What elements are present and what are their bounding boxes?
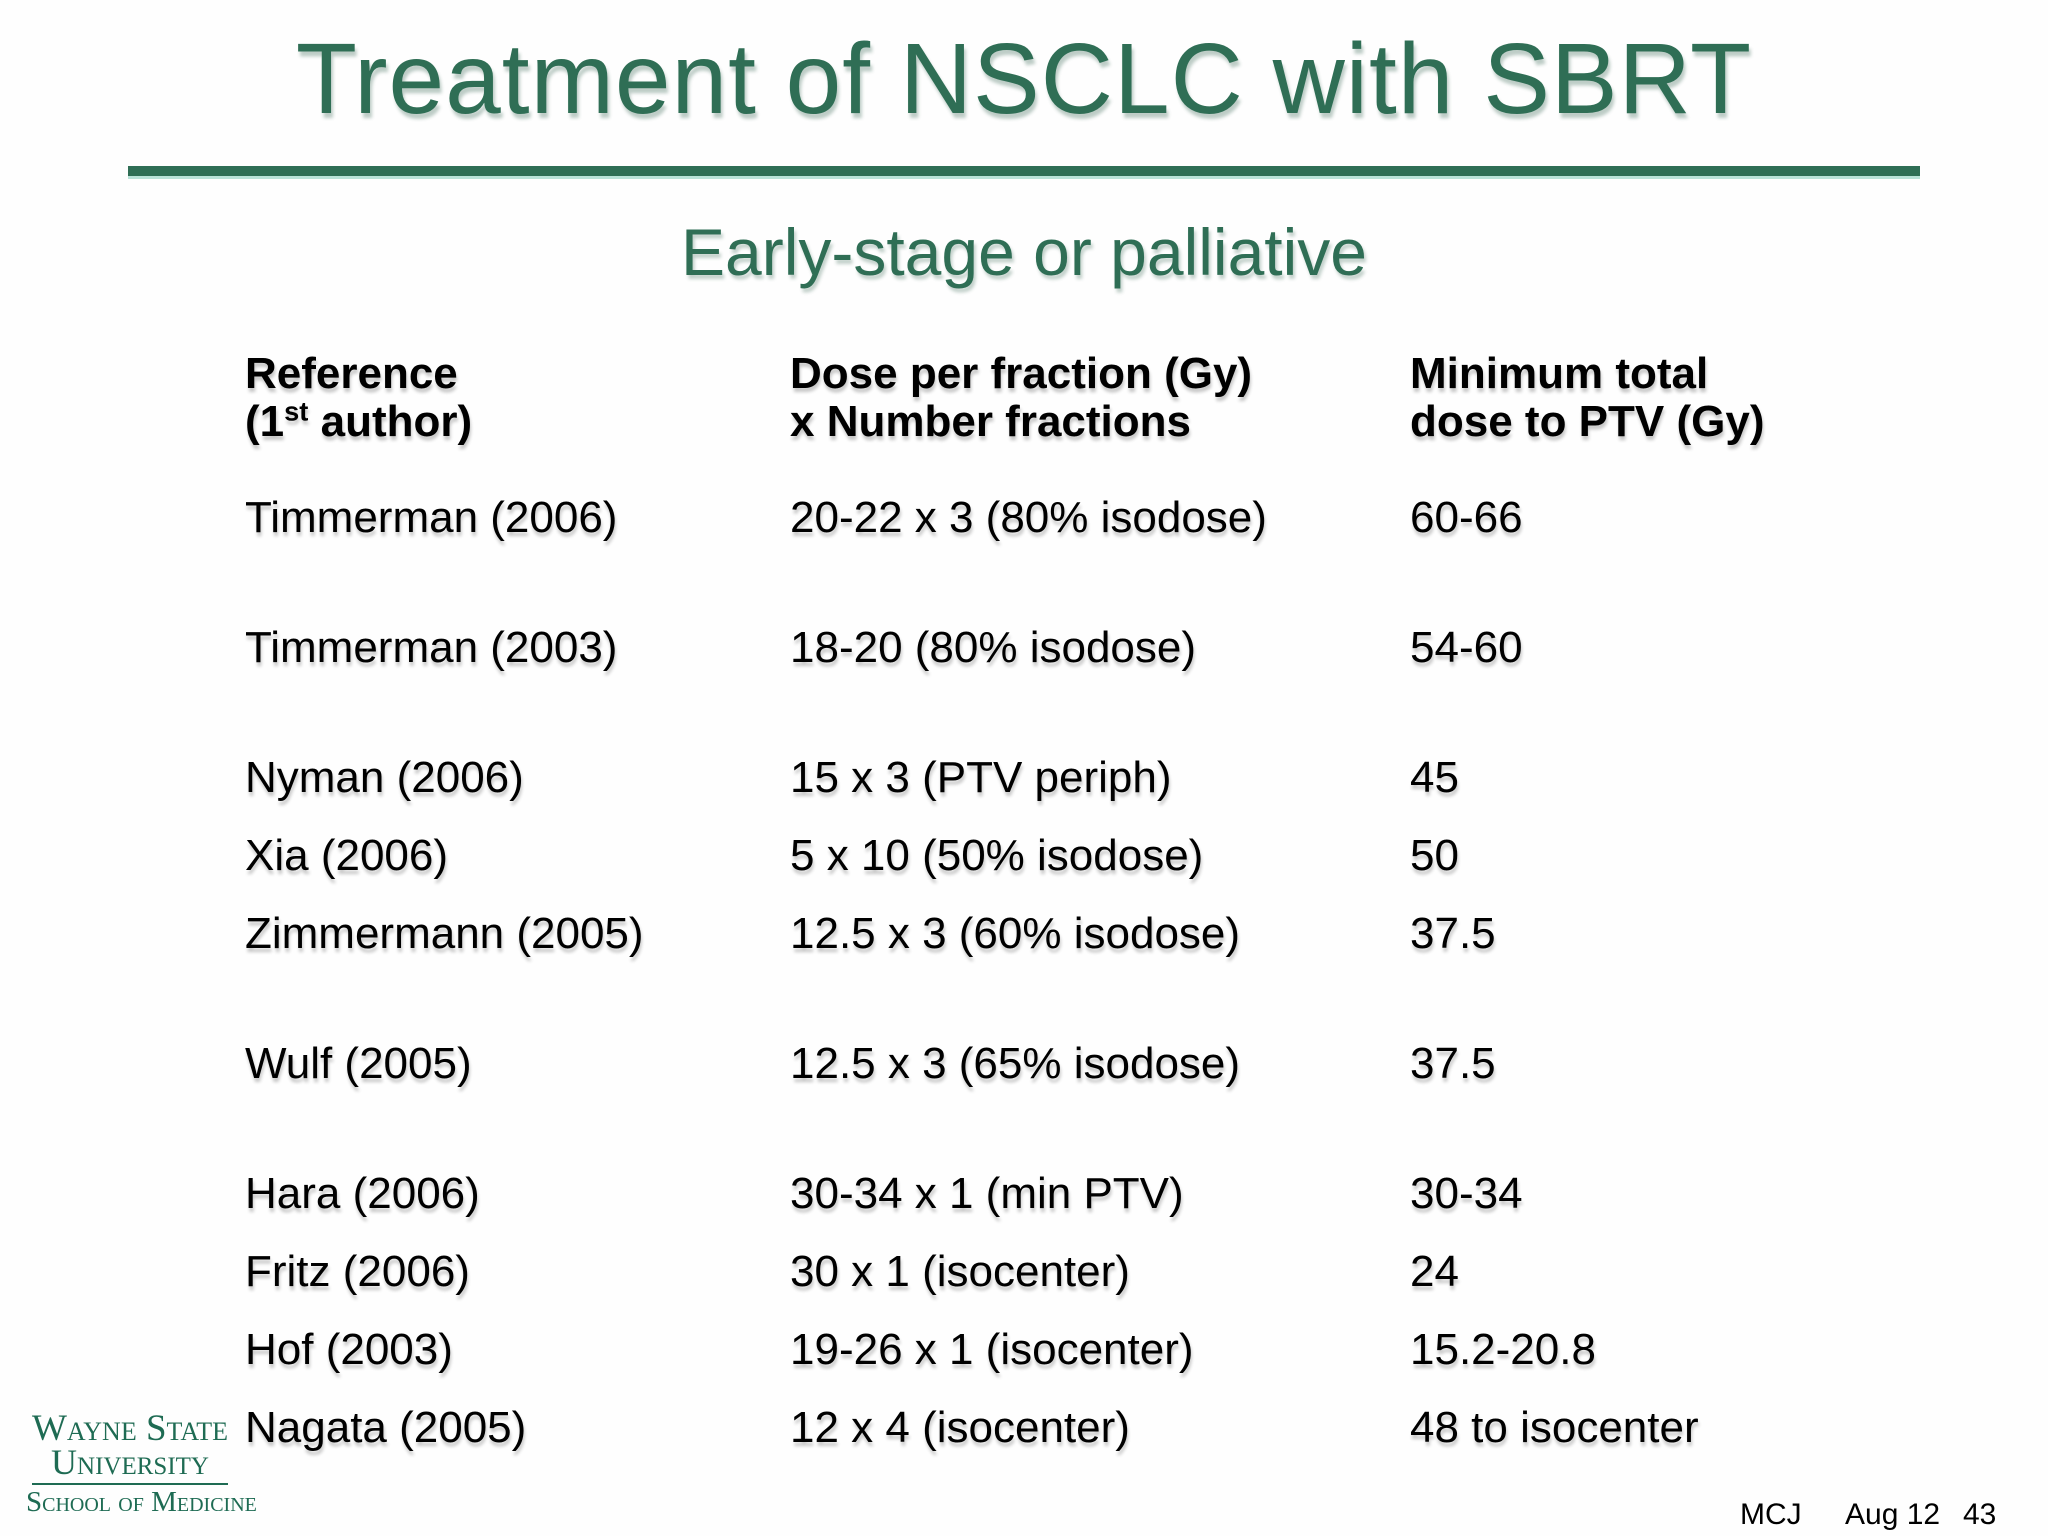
reference-cell: Hof (2003) bbox=[245, 1325, 453, 1374]
dose-cell: 15 x 3 (PTV periph) bbox=[790, 753, 1172, 802]
slide-subtitle: Early-stage or palliative bbox=[681, 215, 1367, 289]
slide-title: Treatment of NSCLC with SBRT bbox=[295, 23, 1753, 135]
dose-cell: 20-22 x 3 (80% isodose) bbox=[790, 493, 1267, 542]
superscript-st: st bbox=[284, 395, 309, 427]
dose-cell: 12 x 4 (isocenter) bbox=[790, 1403, 1130, 1452]
reference-cell: Timmerman (2003) bbox=[245, 623, 618, 672]
dose-cell: 18-20 (80% isodose) bbox=[790, 623, 1197, 672]
min-total-cell: 15.2-20.8 bbox=[1410, 1325, 1596, 1374]
min-total-cell: 54-60 bbox=[1410, 623, 1523, 672]
min-total-cell: 60-66 bbox=[1410, 493, 1523, 542]
footer-page-number: 43 bbox=[1963, 1498, 1997, 1531]
logo-divider bbox=[32, 1483, 228, 1485]
header-min-total-line1: Minimum total bbox=[1410, 349, 1709, 398]
min-total-cell: 37.5 bbox=[1410, 1039, 1496, 1088]
table-header-row: Reference (1st author) Dose per fraction… bbox=[245, 350, 1840, 446]
wayne-state-logo: Wayne State University School of Medicin… bbox=[26, 1408, 257, 1518]
logo-university-name-line2: University bbox=[51, 1442, 209, 1482]
table-row: Fritz (2006) 30 x 1 (isocenter) 24 bbox=[245, 1250, 1840, 1294]
logo-university-name-line1: Wayne State bbox=[31, 1408, 229, 1449]
reference-cell: Zimmermann (2005) bbox=[245, 909, 644, 958]
dose-cell: 19-26 x 1 (isocenter) bbox=[790, 1325, 1194, 1374]
table-row: Timmerman (2003) 18-20 (80% isodose) 54-… bbox=[245, 626, 1840, 670]
table-row: Nyman (2006) 15 x 3 (PTV periph) 45 bbox=[245, 756, 1840, 800]
min-total-cell: 45 bbox=[1410, 753, 1459, 802]
dose-cell: 30-34 x 1 (min PTV) bbox=[790, 1169, 1184, 1218]
dose-cell: 30 x 1 (isocenter) bbox=[790, 1247, 1130, 1296]
header-reference-line2: (1st author) bbox=[245, 395, 473, 446]
table-row: Nagata (2005) 12 x 4 (isocenter) 48 to i… bbox=[245, 1406, 1840, 1450]
table-row: Hof (2003) 19-26 x 1 (isocenter) 15.2-20… bbox=[245, 1328, 1840, 1372]
study-table: Reference (1st author) Dose per fraction… bbox=[245, 350, 1840, 1484]
reference-cell: Xia (2006) bbox=[245, 831, 449, 880]
reference-cell: Nyman (2006) bbox=[245, 753, 524, 802]
reference-cell: Timmerman (2006) bbox=[245, 493, 618, 542]
table-row: Hara (2006) 30-34 x 1 (min PTV) 30-34 bbox=[245, 1172, 1840, 1216]
header-min-total: Minimum total dose to PTV (Gy) bbox=[1410, 350, 1840, 446]
header-dose-line2: x Number fractions bbox=[790, 397, 1191, 446]
title-divider bbox=[128, 166, 1920, 179]
min-total-cell: 30-34 bbox=[1410, 1169, 1523, 1218]
logo-school-name: School of Medicine bbox=[26, 1486, 257, 1518]
table-row: Xia (2006) 5 x 10 (50% isodose) 50 bbox=[245, 834, 1840, 878]
reference-cell: Hara (2006) bbox=[245, 1169, 480, 1218]
min-total-cell: 50 bbox=[1410, 831, 1459, 880]
dose-cell: 5 x 10 (50% isodose) bbox=[790, 831, 1204, 880]
reference-cell: Fritz (2006) bbox=[245, 1247, 470, 1296]
header-reference-line1: Reference bbox=[245, 349, 458, 398]
footer-date: Aug 12 bbox=[1845, 1498, 1941, 1531]
min-total-cell: 37.5 bbox=[1410, 909, 1496, 958]
table-row: Timmerman (2006) 20-22 x 3 (80% isodose)… bbox=[245, 496, 1840, 540]
footer-initials: MCJ bbox=[1740, 1498, 1802, 1531]
header-dose-line1: Dose per fraction (Gy) bbox=[790, 349, 1253, 398]
min-total-cell: 24 bbox=[1410, 1247, 1459, 1296]
header-reference: Reference (1st author) bbox=[245, 350, 790, 446]
header-min-total-line2: dose to PTV (Gy) bbox=[1410, 397, 1765, 446]
table-row: Zimmermann (2005) 12.5 x 3 (60% isodose)… bbox=[245, 912, 1840, 956]
reference-cell: Nagata (2005) bbox=[245, 1403, 527, 1452]
header-dose: Dose per fraction (Gy) x Number fraction… bbox=[790, 350, 1410, 446]
dose-cell: 12.5 x 3 (60% isodose) bbox=[790, 909, 1241, 958]
dose-cell: 12.5 x 3 (65% isodose) bbox=[790, 1039, 1241, 1088]
reference-cell: Wulf (2005) bbox=[245, 1039, 472, 1088]
min-total-cell: 48 to isocenter bbox=[1410, 1403, 1699, 1452]
table-row: Wulf (2005) 12.5 x 3 (65% isodose) 37.5 bbox=[245, 1042, 1840, 1086]
